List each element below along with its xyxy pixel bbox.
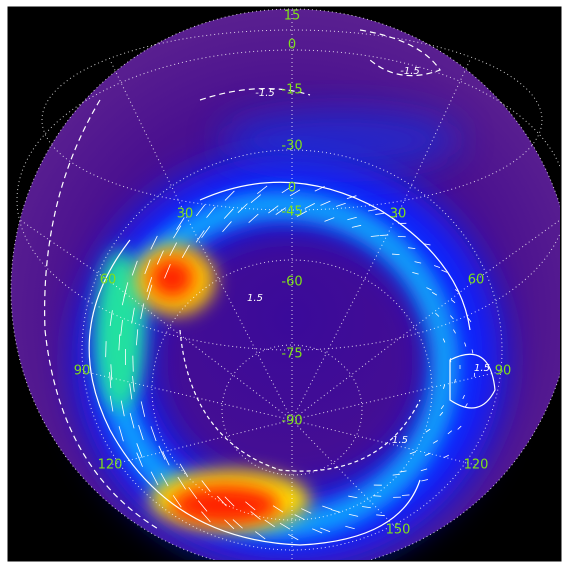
lat-label: 0 (288, 38, 296, 53)
lon-label: 60 (468, 273, 485, 288)
lat-label: 15 (284, 9, 301, 24)
lon-label: 90 (495, 364, 512, 379)
lat-label: -30 (281, 139, 302, 154)
blob (220, 110, 460, 170)
lon-label: 150 (386, 523, 411, 538)
contour-label: 1.5 (247, 293, 263, 304)
lat-label: -60 (281, 275, 302, 290)
contour-label: -1.5 (400, 66, 420, 77)
lat-label: -75 (281, 347, 302, 362)
contour-label: 1.5 (392, 435, 408, 446)
map: 15 0 -15 -30 0 -45 -60 -75 -90 30 30 60 … (0, 0, 569, 569)
lon-label: 30 (177, 207, 194, 222)
lon-label: 90 (74, 364, 91, 379)
lat-label: -15 (281, 83, 302, 98)
lat-label: 0 (288, 181, 296, 196)
lon-label: 120 (464, 458, 489, 473)
lon-label: 60 (100, 273, 117, 288)
contour-label: -1.5 (255, 88, 275, 99)
lon-label: 120 (98, 458, 123, 473)
contour-label: 1.5 (474, 363, 490, 374)
lat-label: -45 (281, 205, 302, 220)
lat-label: -90 (281, 414, 302, 429)
blob (150, 258, 194, 298)
lon-label: 30 (390, 207, 407, 222)
